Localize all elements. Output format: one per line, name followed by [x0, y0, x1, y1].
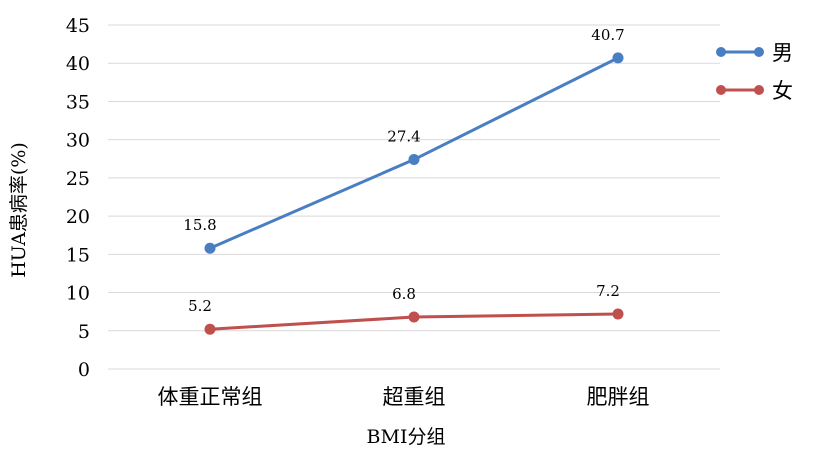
y-tick-label: 35: [66, 91, 90, 113]
legend-marker: [754, 85, 764, 95]
data-label: 27.4: [387, 128, 420, 146]
x-axis-categories: 体重正常组 超重组 肥胖组: [158, 385, 650, 409]
x-axis-title: BMI分组: [367, 426, 446, 448]
legend-label: 女: [772, 79, 793, 103]
data-labels: 15.8 27.4 40.7 5.2 6.8 7.2: [183, 26, 624, 315]
data-label: 6.8: [392, 285, 416, 303]
series-lines: [204, 52, 624, 335]
y-tick-label: 25: [66, 168, 90, 190]
y-tick-label: 0: [78, 359, 90, 381]
y-tick-label: 10: [66, 283, 90, 305]
data-label: 40.7: [591, 26, 624, 44]
data-point: [408, 154, 420, 166]
x-category-label: 体重正常组: [158, 385, 263, 409]
data-point: [612, 308, 624, 320]
legend-marker: [716, 85, 726, 95]
series-line: [208, 56, 620, 250]
legend-marker: [754, 47, 764, 57]
data-label: 15.8: [183, 216, 216, 234]
y-tick-label: 40: [66, 53, 90, 75]
data-point: [408, 311, 420, 323]
y-tick-label: 5: [78, 321, 90, 343]
legend-label: 男: [772, 41, 793, 65]
y-tick-label: 45: [66, 15, 90, 37]
data-label: 7.2: [596, 282, 620, 300]
x-category-label: 肥胖组: [587, 385, 650, 409]
legend-marker: [716, 47, 726, 57]
y-axis-ticks: 0 5 10 15 20 25 30 35 40 45: [66, 15, 90, 381]
legend: 男女: [716, 41, 793, 103]
y-tick-label: 30: [66, 130, 90, 152]
x-category-label: 超重组: [383, 385, 446, 409]
y-tick-label: 20: [66, 206, 90, 228]
y-tick-label: 15: [66, 244, 90, 266]
data-point: [204, 323, 216, 335]
data-point: [204, 242, 216, 254]
data-label: 5.2: [188, 297, 212, 315]
data-point: [612, 52, 624, 64]
y-axis-title: HUA患病率(%): [8, 142, 30, 278]
